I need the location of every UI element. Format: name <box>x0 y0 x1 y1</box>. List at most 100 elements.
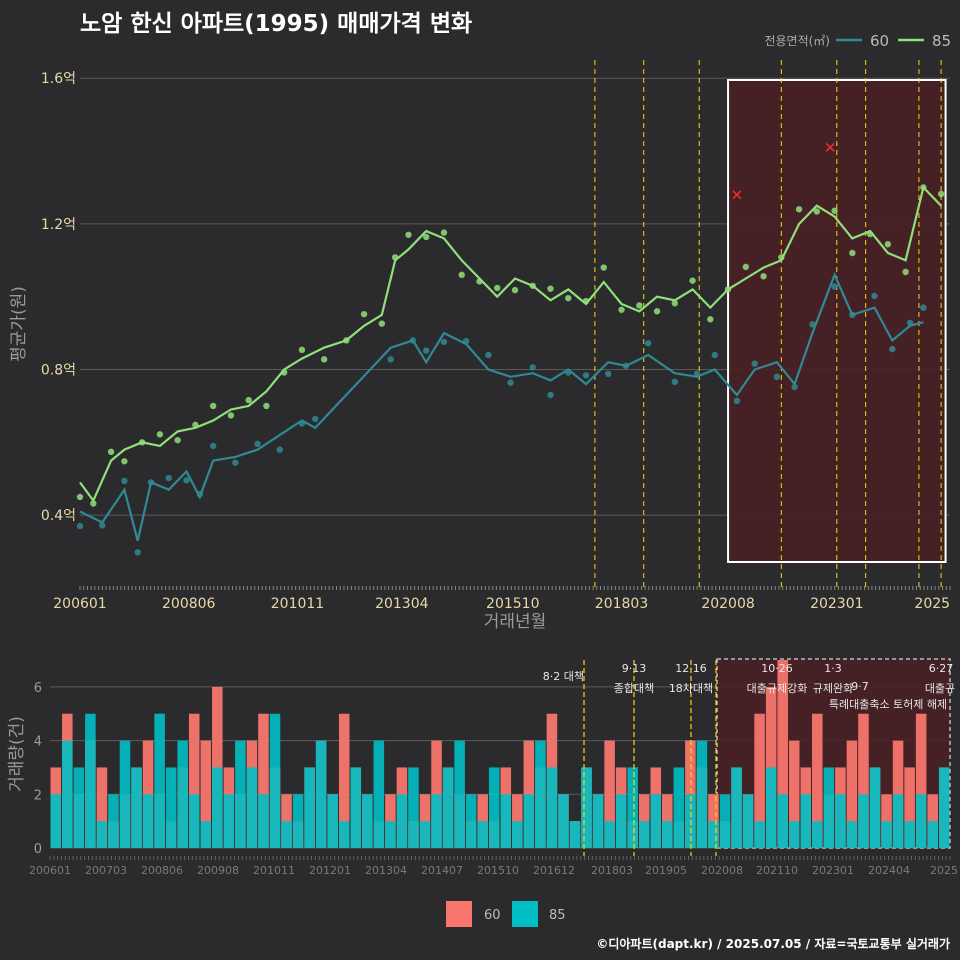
price-point-60 <box>791 383 798 391</box>
price-point-85 <box>707 316 714 323</box>
price-y-tick-label: 1.6억 <box>41 71 76 87</box>
price-point-85 <box>547 285 554 292</box>
volume-bar-85 <box>558 794 569 848</box>
price-y-axis-title: 평균가(원) <box>9 286 29 362</box>
price-point-85 <box>902 268 909 276</box>
volume-y-tick-label: 6 <box>34 681 42 696</box>
policy-label: 대출규 <box>925 682 955 695</box>
volume-bar-85 <box>927 821 938 848</box>
volume-x-tick-label: 200908 <box>197 864 239 877</box>
price-point-85 <box>458 271 465 279</box>
volume-bar-85 <box>362 794 373 848</box>
price-line-85 <box>79 185 942 503</box>
price-point-85 <box>653 308 661 315</box>
price-point-85 <box>245 396 252 404</box>
volume-x-tick-label: 201011 <box>253 864 295 877</box>
volume-legend-swatch-60 <box>446 901 472 927</box>
volume-y-tick-label: 2 <box>34 788 42 803</box>
price-point-60 <box>183 477 190 484</box>
policy-label: 규제완화 <box>813 682 853 695</box>
volume-bar-60 <box>604 740 615 848</box>
volume-bar-85 <box>212 767 223 848</box>
volume-bar-85 <box>512 821 523 848</box>
volume-bar-85 <box>846 821 858 848</box>
volume-bar-85 <box>788 821 800 848</box>
volume-x-tick-label: 201803 <box>591 864 633 877</box>
volume-bar-85 <box>154 713 165 848</box>
price-point-60 <box>871 292 878 300</box>
price-point-85 <box>689 277 696 284</box>
price-point-60 <box>134 549 141 556</box>
volume-bar-85 <box>662 821 673 848</box>
volume-bar-85 <box>523 794 535 848</box>
volume-bar-60 <box>777 660 788 848</box>
volume-bar-85 <box>719 794 731 848</box>
price-x-tick-label: 202008 <box>701 596 754 612</box>
volume-x-tick-label: 200806 <box>141 864 183 877</box>
policy-label: 특례대출축소 토허제 해제 <box>829 697 947 711</box>
volume-bar-85 <box>892 794 904 848</box>
price-point-60 <box>485 351 492 359</box>
chart-title: 노암 한신 아파트(1995) 매매가격 변화 <box>80 11 473 37</box>
price-point-60 <box>440 338 448 346</box>
price-x-tick-label: 202301 <box>810 596 863 612</box>
volume-bar-85 <box>119 740 131 848</box>
volume-bar-85 <box>731 767 742 848</box>
volume-bar-60 <box>846 740 858 848</box>
volume-bar-85 <box>477 821 488 848</box>
volume-bar-85 <box>765 767 777 848</box>
price-point-85 <box>636 302 643 309</box>
price-point-85 <box>440 229 448 236</box>
price-x-tick-label: 2025 <box>914 596 950 612</box>
price-point-85 <box>107 448 115 456</box>
volume-bar-60 <box>708 794 719 848</box>
volume-bar-85 <box>638 821 650 848</box>
price-point-85 <box>227 412 235 419</box>
policy-label: 9·13 <box>622 662 647 675</box>
price-point-60 <box>711 351 718 359</box>
volume-bar-85 <box>396 794 408 848</box>
volume-bar-85 <box>373 740 385 848</box>
volume-bar-85 <box>281 821 292 848</box>
price-point-85 <box>742 263 750 271</box>
price-point-85 <box>884 241 892 248</box>
volume-x-tick-label: 202008 <box>701 864 743 877</box>
volume-bar-85 <box>442 767 454 848</box>
volume-bar-85 <box>246 767 258 848</box>
price-point-60 <box>165 474 172 482</box>
policy-label: 8·2 대책 <box>543 670 584 683</box>
volume-bar-60 <box>638 794 650 848</box>
volume-x-tick-label: 201201 <box>309 864 351 877</box>
price-point-85 <box>671 300 678 307</box>
price-point-60 <box>254 440 261 448</box>
volume-bar-85 <box>385 821 396 848</box>
price-point-60 <box>920 304 927 311</box>
volume-x-tick-label: 201510 <box>477 864 519 877</box>
price-legend-title: 전용면적(㎡) <box>764 34 830 48</box>
volume-bar-85 <box>108 794 119 848</box>
volume-bar-85 <box>650 794 662 848</box>
price-point-85 <box>76 493 84 501</box>
price-y-tick-label: 0.4억 <box>41 508 76 524</box>
price-point-85 <box>795 206 803 213</box>
volume-bar-85 <box>465 794 477 848</box>
price-point-85 <box>494 284 501 292</box>
volume-bar-85 <box>535 740 546 848</box>
volume-bar-60 <box>662 794 673 848</box>
volume-bar-85 <box>604 821 615 848</box>
volume-bar-60 <box>812 713 823 848</box>
volume-x-tick-label: 200601 <box>29 864 71 877</box>
volume-bar-60 <box>96 767 108 848</box>
volume-x-tick-label: 202110 <box>756 864 798 877</box>
price-point-85 <box>156 431 164 438</box>
price-point-85 <box>405 231 412 238</box>
price-point-60 <box>605 370 612 378</box>
price-point-85 <box>174 436 181 444</box>
volume-bar-85 <box>85 713 96 848</box>
volume-bar-85 <box>62 740 73 848</box>
price-x-axis-title: 거래년월 <box>484 612 547 632</box>
volume-bar-60 <box>788 740 800 848</box>
volume-bar-85 <box>546 767 558 848</box>
volume-x-tick-label: 201905 <box>645 864 687 877</box>
price-point-85 <box>618 306 625 313</box>
